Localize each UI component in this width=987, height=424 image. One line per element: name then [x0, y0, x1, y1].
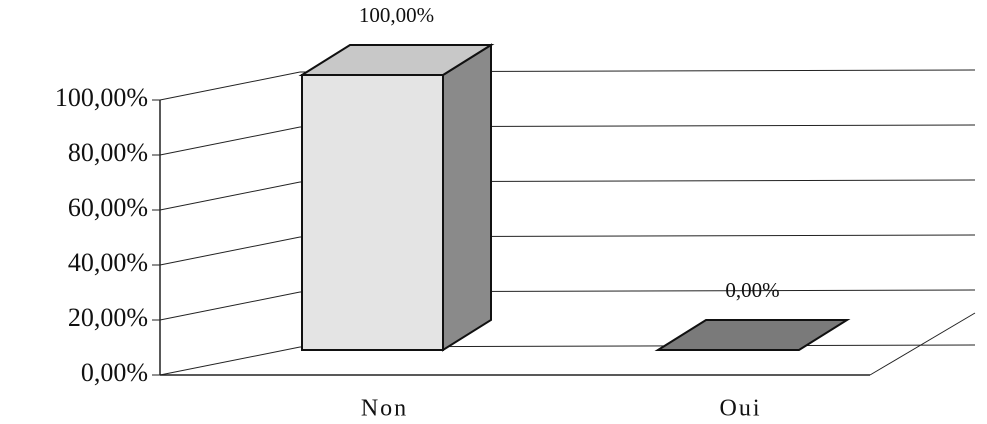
y-tick-label: 80,00% [68, 138, 148, 167]
x-tick-label: Oui [720, 396, 762, 422]
bar-side [442, 43, 492, 352]
bar-front [301, 74, 444, 351]
y-tick-label: 60,00% [68, 193, 148, 222]
bar-top [654, 319, 851, 351]
grid-line [159, 291, 301, 321]
y-tick-label: 40,00% [68, 248, 148, 277]
bar-top [298, 44, 495, 76]
x-tick-label: Non [361, 396, 408, 422]
grid-line [159, 126, 301, 156]
floor-side [869, 312, 976, 376]
value-label: 100,00% [359, 3, 434, 27]
value-label: 0,00% [725, 278, 779, 302]
grid-line [159, 236, 301, 266]
grid-line [159, 71, 301, 101]
grid-line [159, 346, 301, 376]
grid-line [159, 181, 301, 211]
y-tick-label: 100,00% [55, 83, 148, 112]
y-tick-label: 0,00% [81, 358, 148, 387]
y-tick-label: 20,00% [68, 303, 148, 332]
